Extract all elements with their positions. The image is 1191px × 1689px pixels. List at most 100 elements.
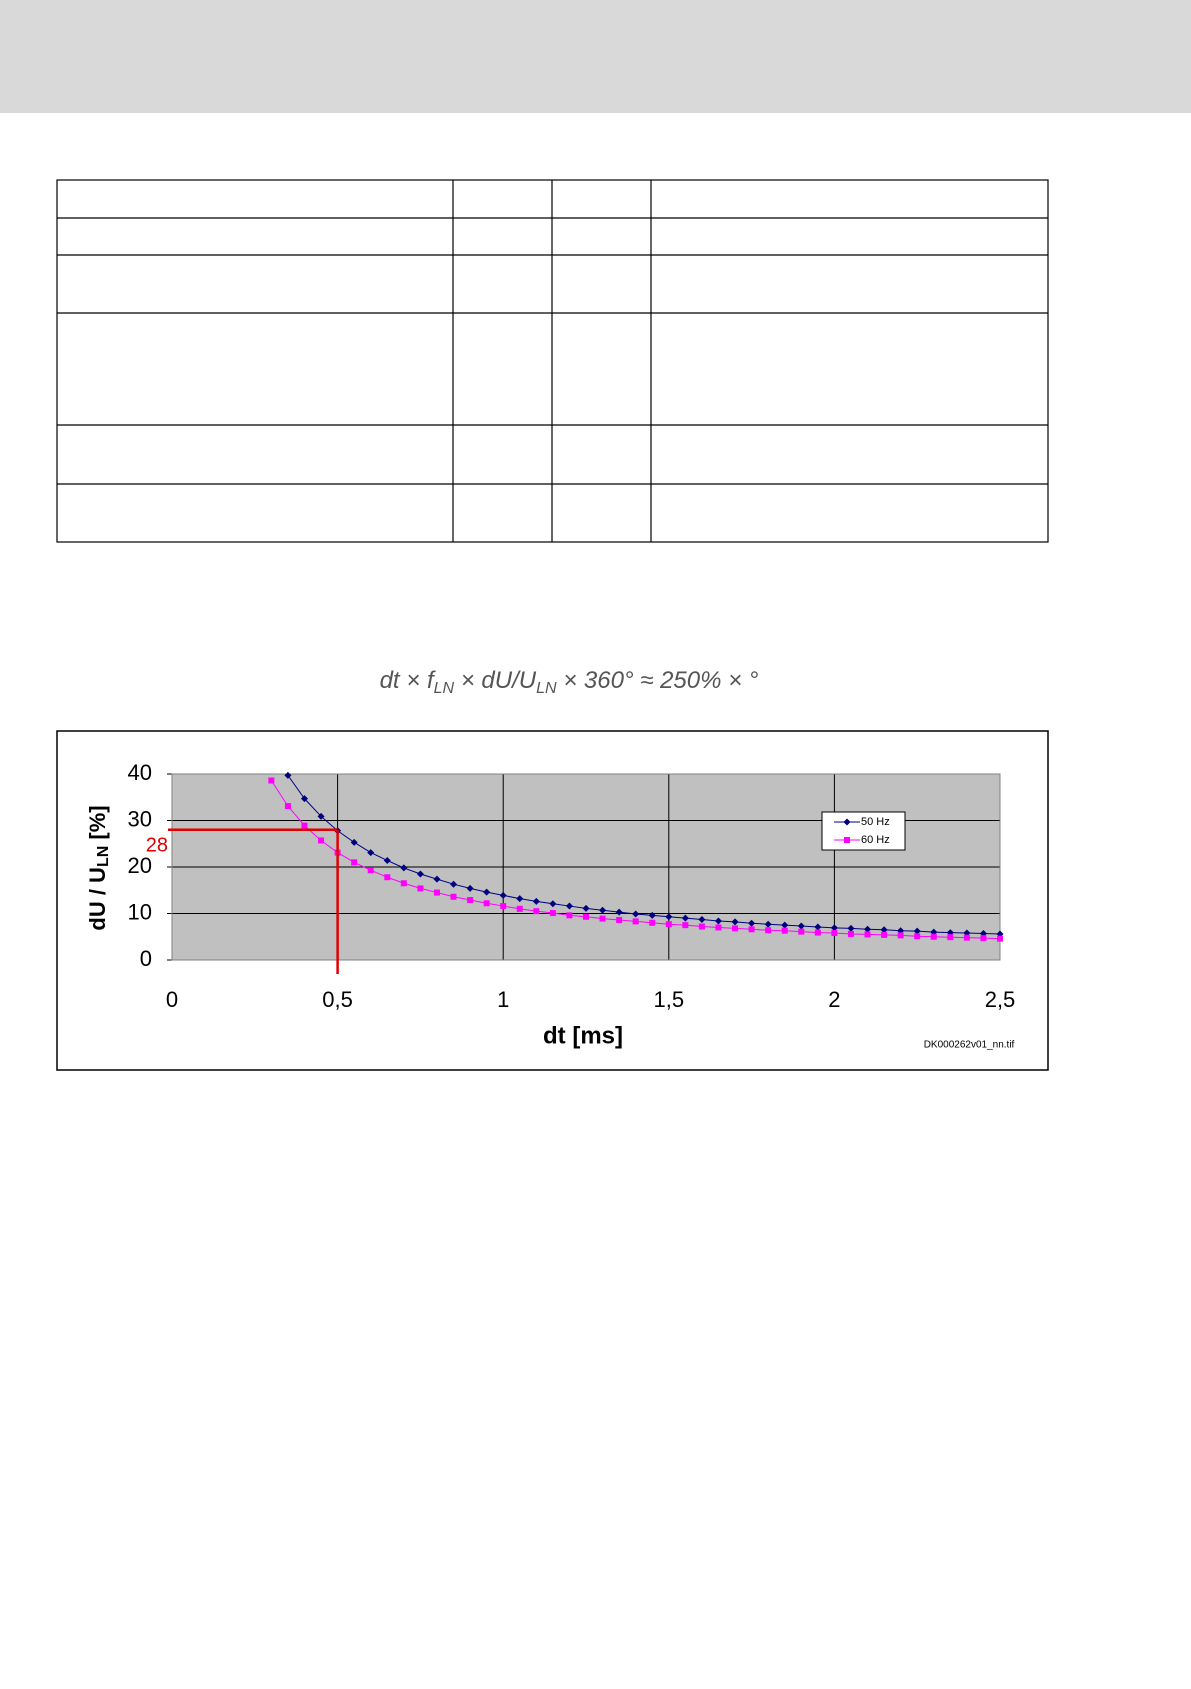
data-point: [748, 919, 756, 927]
x-tick-label: 2: [828, 987, 840, 1012]
y-axis-label-main: dU / U: [85, 867, 110, 931]
data-point: [433, 875, 441, 883]
data-point: [765, 927, 772, 934]
data-point: [681, 914, 689, 922]
data-point: [930, 933, 937, 940]
data-point: [317, 812, 325, 820]
y-tick-label: 20: [128, 853, 152, 878]
x-tick-label: 1,5: [654, 987, 685, 1012]
data-point: [997, 935, 1003, 942]
data-point: [351, 859, 358, 866]
data-point: [632, 918, 639, 925]
data-point: [549, 910, 556, 917]
data-point: [698, 916, 706, 924]
data-point: [847, 924, 855, 932]
data-point: [350, 838, 358, 846]
data-point: [500, 903, 507, 910]
data-point: [764, 920, 772, 928]
data-point: [367, 867, 374, 874]
figure-credit: DK000262v01_nn.tif: [924, 1040, 1015, 1051]
data-point: [599, 915, 606, 922]
data-point: [284, 803, 291, 810]
data-point: [913, 927, 921, 935]
data-point: [831, 930, 838, 937]
data-point: [731, 918, 739, 926]
data-point: [566, 912, 573, 919]
data-point: [599, 906, 607, 914]
y-axis-label-sub: LN: [95, 846, 112, 867]
data-point: [814, 923, 822, 931]
legend-marker: [844, 837, 850, 843]
table: [56, 179, 1049, 543]
formula: dt × fLN × dU/ULN × 360° ≈ 250% × °: [380, 667, 759, 697]
data-point: [450, 893, 457, 900]
data-point: [732, 925, 739, 932]
data-point: [632, 910, 640, 918]
x-tick-label: 0,5: [322, 987, 353, 1012]
data-point: [881, 931, 888, 938]
data-point: [798, 928, 805, 935]
data-point: [400, 880, 407, 887]
data-point: [516, 905, 523, 912]
data-point: [384, 874, 391, 881]
data-point: [533, 908, 540, 915]
data-point: [616, 917, 623, 924]
formula-part: × dU/U: [454, 667, 537, 694]
data-point: [433, 889, 440, 896]
data-point: [714, 917, 722, 925]
data-point: [565, 902, 573, 910]
legend-box: [821, 811, 906, 851]
data-point: [301, 822, 308, 829]
formula-subscript: LN: [536, 680, 557, 697]
data-point: [467, 897, 474, 904]
data-point: [781, 927, 788, 934]
marker-label: 28: [146, 834, 168, 856]
data-point: [648, 911, 656, 919]
data-point: [383, 856, 391, 864]
y-axis-label: dU / ULN [%]: [85, 805, 112, 930]
data-point: [797, 922, 805, 930]
data-point: [847, 930, 854, 937]
y-tick-label: 40: [128, 760, 152, 785]
legend-label: 60 Hz: [861, 834, 890, 846]
data-point: [416, 870, 424, 878]
data-point: [864, 925, 872, 933]
data-point: [897, 932, 904, 939]
data-point: [880, 926, 888, 934]
data-point: [268, 777, 275, 784]
data-point: [665, 913, 673, 921]
header-band: [0, 0, 1191, 113]
data-point: [814, 929, 821, 936]
data-point: [516, 895, 524, 903]
x-tick-label: 2,5: [985, 987, 1016, 1012]
data-point: [715, 924, 722, 931]
data-point: [300, 795, 308, 803]
data-point: [980, 935, 987, 942]
legend-label: 50 Hz: [861, 816, 890, 828]
formula-part: dt × f: [380, 667, 436, 694]
data-point: [864, 931, 871, 938]
legend-marker: [843, 818, 851, 826]
data-point: [963, 934, 970, 941]
data-point: [466, 884, 474, 892]
data-point: [665, 921, 672, 928]
data-point: [499, 891, 507, 899]
formula-part: × 360° ≈ 250% × °: [557, 667, 759, 694]
y-axis-label-unit: [%]: [85, 805, 110, 845]
data-point: [830, 924, 838, 932]
data-point: [781, 921, 789, 929]
data-point: [649, 919, 656, 926]
y-tick-label: 10: [128, 899, 152, 924]
data-point: [615, 908, 623, 916]
data-point: [400, 864, 408, 872]
data-point: [483, 900, 490, 907]
x-tick-label: 1: [497, 987, 509, 1012]
data-point: [698, 923, 705, 930]
data-point: [682, 922, 689, 929]
data-point: [367, 849, 375, 857]
x-tick-label: 0: [166, 987, 178, 1012]
plot-border: [171, 773, 1001, 961]
data-point: [549, 900, 557, 908]
data-point: [583, 913, 589, 920]
